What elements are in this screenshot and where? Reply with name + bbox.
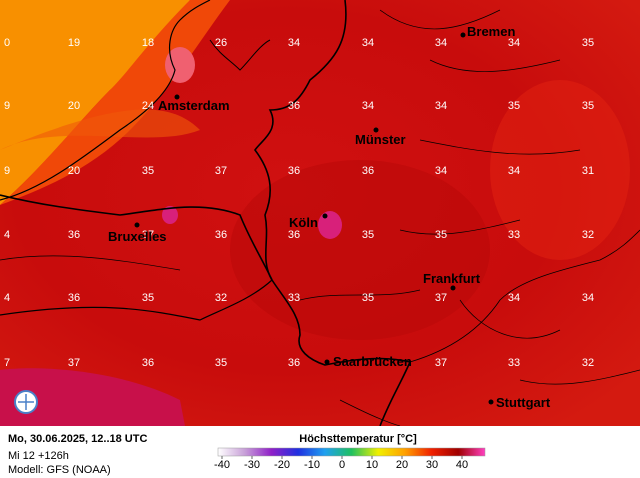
grid-value: 36	[142, 357, 154, 369]
grid-value: 36	[288, 100, 300, 112]
legend-tick-label: -20	[274, 459, 290, 471]
grid-value: 34	[435, 165, 447, 177]
city-dot	[322, 213, 328, 219]
city-label: Amsterdam	[158, 98, 230, 113]
legend-tick-label: -10	[304, 459, 320, 471]
map-labels: 0 19 18 26 34 34 34 34 35 9 20 24 36 34 34 35 35 9 20 35 37 3…	[4, 24, 594, 410]
grid-value: 36	[288, 357, 300, 369]
grid-value: 37	[215, 165, 227, 177]
legend-tick-label: 0	[339, 459, 345, 471]
logo	[14, 390, 38, 414]
legend-tick-label: 20	[396, 459, 408, 471]
grid-value: 0	[4, 37, 10, 49]
grid-value: 35	[508, 100, 520, 112]
grid-value: 34	[435, 100, 447, 112]
grid-value: 35	[362, 292, 374, 304]
grid-value: 32	[582, 229, 594, 241]
legend-tick-label: 10	[366, 459, 378, 471]
grid-value: 34	[362, 37, 374, 49]
grid-value: 26	[215, 37, 227, 49]
grid-value: 36	[215, 229, 227, 241]
grid-value: 35	[582, 100, 594, 112]
grid-value: 36	[68, 292, 80, 304]
legend-title: Höchsttemperatur [°C]	[299, 433, 417, 445]
grid-value: 4	[4, 229, 10, 241]
grid-value: 9	[4, 165, 10, 177]
grid-value: 34	[288, 37, 300, 49]
grid-value: 20	[68, 165, 80, 177]
grid-value: 36	[68, 229, 80, 241]
grid-value: 35	[362, 229, 374, 241]
run-label: Mi 12 +126h	[8, 450, 69, 462]
date-label: Mo, 30.06.2025, 12..18 UTC	[8, 433, 147, 445]
grid-value: 33	[508, 357, 520, 369]
city-label: Köln	[289, 215, 318, 230]
city-dot	[174, 94, 180, 100]
city-dot	[450, 285, 456, 291]
city-label: Stuttgart	[496, 395, 551, 410]
footer: Mo, 30.06.2025, 12..18 UTC Mi 12 +126h M…	[0, 426, 640, 478]
grid-value: 36	[362, 165, 374, 177]
grid-value: 20	[68, 100, 80, 112]
grid-value: 37	[68, 357, 80, 369]
grid-value: 33	[508, 229, 520, 241]
grid-value: 36	[288, 229, 300, 241]
grid-value: 35	[142, 165, 154, 177]
city-label: Frankfurt	[423, 271, 481, 286]
grid-value: 31	[582, 165, 594, 177]
model-label: Modell: GFS (NOAA)	[8, 464, 111, 476]
grid-value: 35	[582, 37, 594, 49]
grid-value: 34	[508, 292, 520, 304]
grid-value: 32	[215, 292, 227, 304]
grid-value: 34	[508, 165, 520, 177]
city-dot	[373, 127, 379, 133]
grid-value: 35	[142, 292, 154, 304]
grid-value: 33	[288, 292, 300, 304]
grid-value: 34	[582, 292, 594, 304]
legend-tick-label: -40	[214, 459, 230, 471]
city-dot	[460, 32, 466, 38]
city-dot	[134, 222, 140, 228]
grid-value: 18	[142, 37, 154, 49]
grid-value: 35	[435, 229, 447, 241]
grid-value: 4	[4, 292, 10, 304]
city-label: Saarbrücken	[333, 354, 412, 369]
grid-value: 9	[4, 100, 10, 112]
grid-value: 34	[435, 37, 447, 49]
grid-value: 36	[288, 165, 300, 177]
city-dot	[324, 359, 330, 365]
borders	[0, 0, 640, 427]
grid-value: 32	[582, 357, 594, 369]
city-label: Bruxelles	[108, 229, 167, 244]
color-bar	[217, 447, 486, 457]
legend-tick-label: -30	[244, 459, 260, 471]
grid-value: 7	[4, 357, 10, 369]
city-label: Bremen	[467, 24, 515, 39]
grid-value: 37	[142, 229, 154, 241]
grid-value: 19	[68, 37, 80, 49]
legend-tick-label: 40	[456, 459, 468, 471]
grid-value: 24	[142, 100, 154, 112]
city-dot	[488, 399, 494, 405]
grid-value: 37	[435, 292, 447, 304]
grid-value: 35	[215, 357, 227, 369]
grid-value: 34	[362, 100, 374, 112]
grid-value: 34	[508, 37, 520, 49]
city-label: Münster	[355, 132, 406, 147]
grid-value: 37	[435, 357, 447, 369]
legend-tick-label: 30	[426, 459, 438, 471]
